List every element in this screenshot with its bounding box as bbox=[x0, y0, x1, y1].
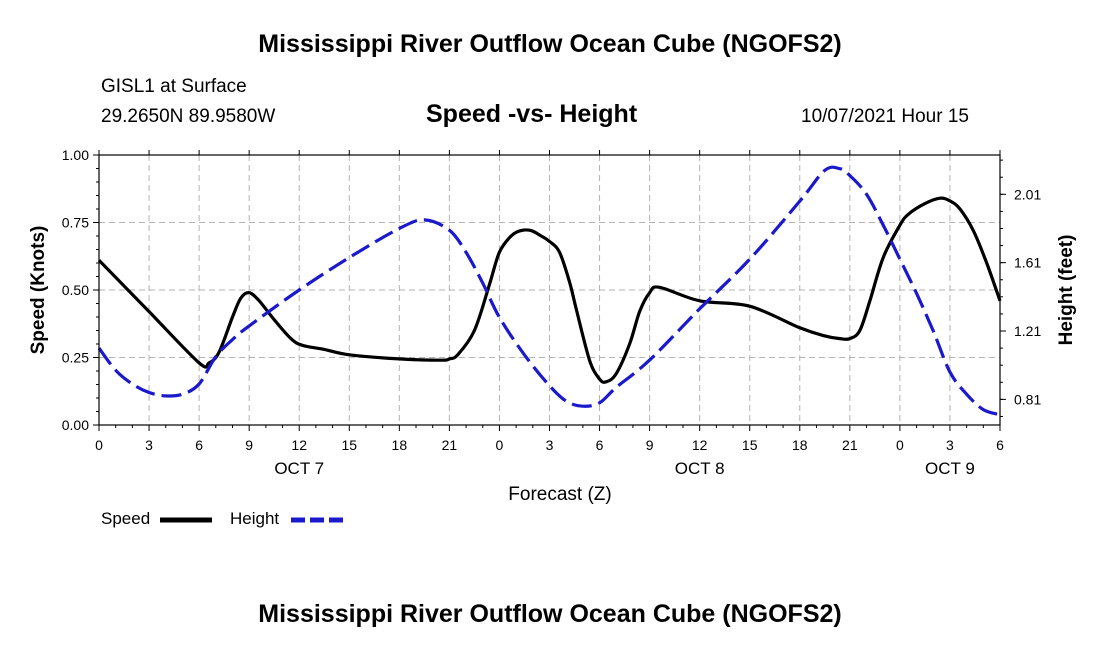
plot-title: Speed -vs- Height bbox=[426, 100, 638, 128]
x-tick-label: 15 bbox=[742, 437, 758, 453]
axis-layer: 0 3 6 9 12 15 18 21 0 3 6 9 12 15 18 21 0 3 6 OCT 7 OCT 8 OCT… bbox=[62, 147, 1042, 478]
x-tick-label: 12 bbox=[692, 437, 708, 453]
x-tick-label: 3 bbox=[946, 437, 954, 453]
x-tick-label: 3 bbox=[546, 437, 554, 453]
x-tick-label: 15 bbox=[341, 437, 357, 453]
speed-series-line bbox=[97, 196, 1002, 384]
x-tick-label: 9 bbox=[646, 437, 654, 453]
x-tick-label: 9 bbox=[245, 437, 253, 453]
x-day-label: OCT 7 bbox=[274, 459, 324, 478]
series-layer bbox=[97, 165, 1002, 417]
x-tick-label: 0 bbox=[896, 437, 904, 453]
x-tick-label: 0 bbox=[95, 437, 103, 453]
x-tick-label: 6 bbox=[195, 437, 203, 453]
y-tick-label: 1.00 bbox=[62, 147, 89, 163]
y2-tick-label: 0.81 bbox=[1014, 391, 1041, 407]
y2-tick-label: 1.61 bbox=[1014, 255, 1041, 271]
footer-title: Mississippi River Outflow Ocean Cube (NG… bbox=[258, 600, 842, 628]
height-series-line bbox=[97, 165, 1001, 417]
legend-speed-label: Speed bbox=[101, 509, 150, 528]
y2-tick-label: 1.21 bbox=[1014, 323, 1041, 339]
x-day-label: OCT 8 bbox=[675, 459, 725, 478]
x-tick-label: 6 bbox=[996, 437, 1004, 453]
x-axis-label: Forecast (Z) bbox=[508, 484, 611, 505]
page-title: Mississippi River Outflow Ocean Cube (NG… bbox=[258, 30, 842, 58]
x-tick-label: 12 bbox=[291, 437, 307, 453]
forecast-datetime: 10/07/2021 Hour 15 bbox=[801, 106, 969, 127]
x-tick-label: 18 bbox=[392, 437, 408, 453]
y2-axis-label: Height (feet) bbox=[1056, 235, 1077, 346]
x-tick-label: 6 bbox=[596, 437, 604, 453]
y2-tick-label: 2.01 bbox=[1014, 186, 1041, 202]
x-tick-label: 3 bbox=[145, 437, 153, 453]
y-tick-label: 0.50 bbox=[62, 282, 89, 298]
station-coords: 29.2650N 89.9580W bbox=[101, 106, 276, 127]
x-day-label: OCT 9 bbox=[925, 459, 975, 478]
grid-layer bbox=[99, 155, 1000, 425]
x-tick-label: 18 bbox=[792, 437, 808, 453]
y-tick-label: 0.25 bbox=[62, 350, 89, 366]
y-tick-label: 0.00 bbox=[62, 417, 89, 433]
x-tick-label: 21 bbox=[842, 437, 858, 453]
x-tick-label: 0 bbox=[496, 437, 504, 453]
y-axis-label: Speed (Knots) bbox=[28, 226, 49, 355]
x-tick-label: 21 bbox=[442, 437, 458, 453]
y-tick-label: 0.75 bbox=[62, 215, 89, 231]
station-label: GISL1 at Surface bbox=[101, 76, 247, 97]
legend-height-label: Height bbox=[230, 509, 279, 528]
